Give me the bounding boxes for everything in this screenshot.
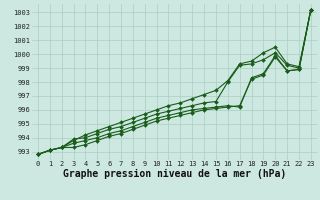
X-axis label: Graphe pression niveau de la mer (hPa): Graphe pression niveau de la mer (hPa) (63, 169, 286, 179)
